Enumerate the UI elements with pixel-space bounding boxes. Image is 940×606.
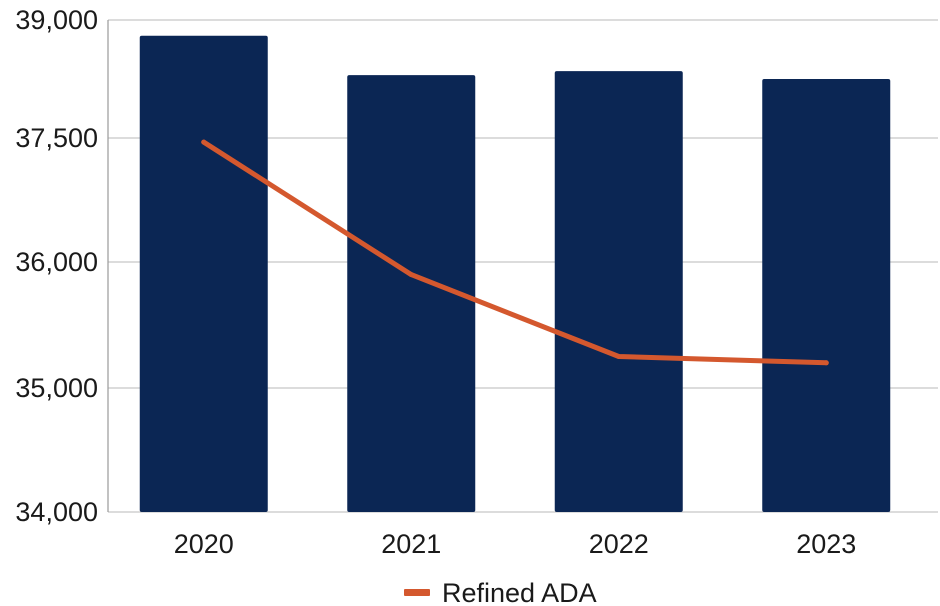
line-point bbox=[616, 354, 622, 359]
line-point bbox=[408, 272, 414, 278]
x-axis-ticks: 2020 2021 2022 2023 bbox=[174, 529, 857, 559]
bars bbox=[139, 35, 891, 513]
x-tick-label: 2021 bbox=[381, 529, 441, 559]
legend-swatch bbox=[404, 589, 430, 596]
x-tick-label: 2022 bbox=[589, 529, 649, 559]
y-tick-label: 34,000 bbox=[15, 497, 98, 527]
line-point bbox=[201, 139, 207, 145]
y-axis-ticks: 34,000 35,000 36,000 37,500 39,000 bbox=[15, 5, 98, 527]
line-path bbox=[201, 139, 829, 366]
y-tick-label: 36,000 bbox=[15, 247, 98, 277]
legend-label: Refined ADA bbox=[442, 578, 597, 606]
bar bbox=[762, 79, 891, 512]
bar bbox=[554, 71, 683, 512]
bar bbox=[347, 75, 476, 513]
line-point bbox=[823, 360, 829, 366]
y-tick-label: 37,500 bbox=[15, 123, 98, 153]
y-tick-label: 35,000 bbox=[15, 373, 98, 403]
bar bbox=[139, 35, 268, 512]
x-tick-label: 2020 bbox=[174, 529, 234, 559]
legend: Refined ADA bbox=[404, 578, 597, 606]
line-series bbox=[201, 139, 829, 366]
x-tick-label: 2023 bbox=[796, 529, 856, 559]
y-tick-label: 39,000 bbox=[15, 5, 98, 35]
